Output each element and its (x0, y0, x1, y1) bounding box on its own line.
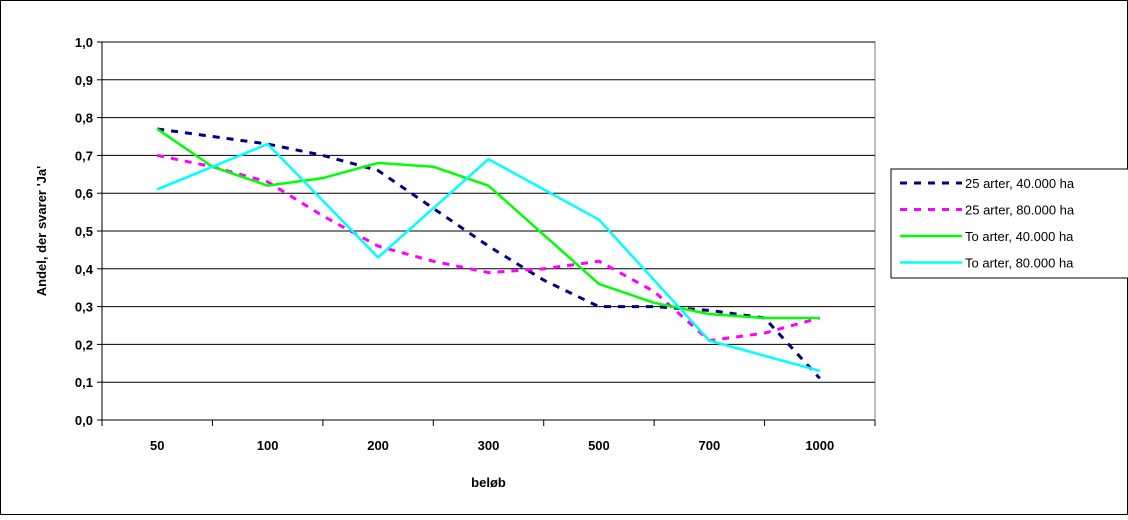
axes: 0,0 0,1 0,2 0,3 0,4 0,5 0,6 0,7 0,8 0,9 1,0 50 100 20… (75, 35, 876, 453)
y-tick-label: 0,1 (75, 375, 93, 390)
x-tick-label: 200 (367, 438, 389, 453)
x-tick-label: 100 (257, 438, 279, 453)
y-tick-label: 0,5 (75, 224, 93, 239)
x-axis-title: beløb (471, 475, 506, 490)
series-line (156, 142, 821, 373)
y-tick-label: 0,4 (75, 262, 94, 277)
x-tick-label: 300 (478, 438, 500, 453)
x-tick-label: 500 (588, 438, 610, 453)
x-tick-label: 50 (150, 438, 164, 453)
series-line (156, 127, 820, 320)
x-tick-label: 700 (699, 438, 721, 453)
series-lines (156, 127, 821, 380)
legend-label: To arter, 80.000 ha (965, 256, 1074, 271)
y-tick-label: 0,2 (75, 337, 93, 352)
y-axis-title: Andel, der svarer 'Ja' (34, 166, 49, 296)
legend-box (890, 168, 1128, 279)
legend-label: 25 arter, 80.000 ha (965, 203, 1075, 218)
legend: 25 arter, 40.000 ha 25 arter, 80.000 ha To… (890, 168, 1128, 279)
y-tick-label: 0,7 (75, 148, 93, 163)
y-tick-label: 0,0 (75, 413, 93, 428)
x-tick-label: 1000 (805, 438, 834, 453)
legend-label: To arter, 40.000 ha (965, 229, 1074, 244)
y-tick-label: 0,6 (75, 186, 93, 201)
y-tick-label: 0,9 (75, 73, 93, 88)
legend-label: 25 arter, 40.000 ha (965, 176, 1075, 191)
y-tick-label: 0,8 (75, 111, 93, 126)
gridlines (102, 41, 875, 383)
y-tick-label: 0,3 (75, 300, 93, 315)
y-tick-label: 1,0 (75, 35, 93, 50)
